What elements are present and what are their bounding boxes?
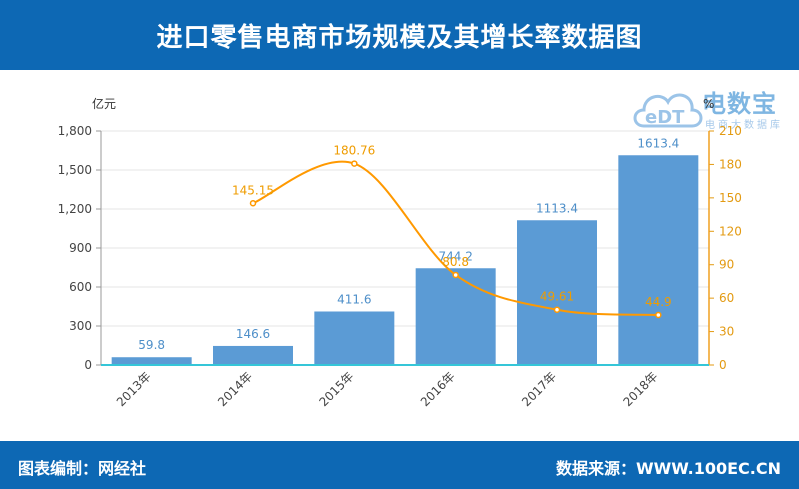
bar-value-label: 744.2 (438, 249, 472, 263)
bar-value-label: 411.6 (337, 292, 371, 306)
cloud-logo-icon: eDT (633, 93, 703, 128)
right-axis-tick-label: 210 (719, 124, 742, 138)
left-axis-tick-label: 0 (84, 358, 92, 372)
grid-lines (101, 130, 709, 327)
bar (314, 311, 395, 365)
line-series (249, 160, 662, 319)
line-point (655, 311, 662, 319)
x-axis-tick-label: 2013年 (114, 369, 154, 409)
footer-bar: 图表编制：网经社 数据来源：WWW.100EC.CN (0, 441, 799, 489)
bar-value-label: 1613.4 (637, 136, 679, 150)
header-bar: 进口零售电商市场规模及其增长率数据图 (0, 0, 799, 70)
left-axis-unit: 亿元 (92, 96, 116, 111)
left-axis-tick-label: 900 (69, 241, 92, 255)
right-axis-tick-label: 180 (719, 157, 742, 171)
bar-value-label: 146.6 (236, 327, 270, 341)
right-axis-tick-label: 120 (719, 224, 742, 238)
logo-text: 电数宝 (702, 90, 777, 118)
bar (618, 155, 699, 365)
footer-source-right: 数据来源：WWW.100EC.CN (555, 459, 781, 478)
x-axis-tick-label: 2016年 (418, 369, 458, 409)
left-axis-tick-label: 1,200 (58, 202, 92, 216)
line-value-label: 44.9 (645, 295, 672, 309)
line-value-label: 145.15 (232, 183, 274, 197)
bar (111, 357, 192, 365)
x-axis-tick-label: 2015年 (316, 369, 356, 409)
bar-series (111, 155, 699, 365)
x-axis-tick-label: 2018年 (620, 369, 660, 409)
x-axis-tick-label: 2014年 (215, 369, 255, 409)
line-point (452, 271, 459, 279)
growth-rate-line (252, 160, 659, 316)
logo: eDT 电数宝 电商大数据库 (630, 78, 795, 138)
right-axis-tick-label: 0 (719, 358, 727, 372)
bar-value-label: 1113.4 (536, 201, 578, 215)
right-axis-tick-label: 30 (719, 325, 734, 339)
line-value-label: 180.76 (333, 144, 375, 158)
logo-subtitle: 电商大数据库 (705, 120, 783, 131)
x-axis-tick-label: 2017年 (519, 369, 559, 409)
combo-chart: 0 300 600 900 1,200 1,500 1,800 0 30 60 90 120 150 18… (58, 96, 742, 409)
bar-value-label: 59.8 (138, 338, 165, 352)
right-axis-tick-label: 60 (719, 291, 734, 305)
line-value-label: 80.8 (442, 255, 469, 269)
left-axis-tick-label: 300 (69, 319, 92, 333)
line-value-label: 49.61 (540, 290, 574, 304)
footer-source-left: 图表编制：网经社 (18, 459, 147, 478)
logo-mark: eDT (645, 107, 685, 128)
right-axis-unit: % (703, 97, 714, 111)
right-axis-tick-label: 150 (719, 191, 742, 205)
bar (213, 345, 293, 365)
data-labels: 59.8 146.6 411.6 744.2 1113.4 1613.4 145.15 180… (138, 136, 679, 352)
line-point (249, 200, 257, 207)
left-axis-tick-label: 1,500 (58, 163, 92, 177)
left-axis-tick-label: 1,800 (58, 124, 92, 138)
right-axis-tick-label: 90 (719, 258, 734, 272)
bar (517, 220, 597, 365)
line-point (351, 160, 358, 167)
chart-title: 进口零售电商市场规模及其增长率数据图 (156, 22, 643, 53)
left-axis-tick-label: 600 (69, 280, 92, 294)
line-point (553, 306, 561, 313)
bar (415, 268, 496, 365)
